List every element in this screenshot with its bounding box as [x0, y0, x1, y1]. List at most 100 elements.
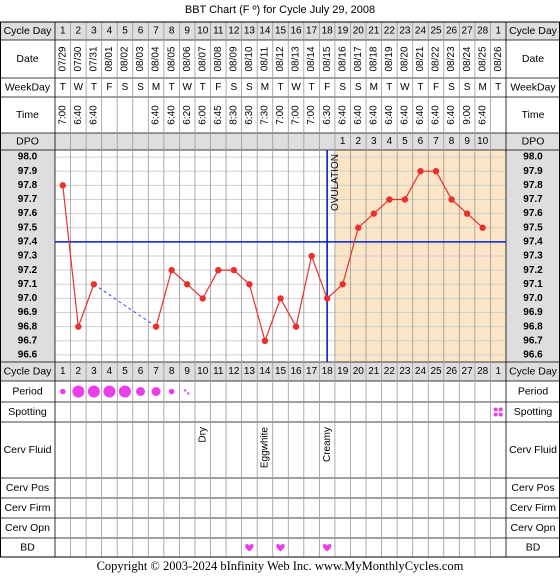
date: 08/06 [182, 46, 193, 71]
y-tick-label: 97.5 [18, 222, 38, 233]
weekday: M [152, 82, 160, 93]
time: 6:45 [213, 105, 224, 125]
y-tick-label: 97.1 [523, 279, 543, 290]
x-tick-label: 23 [399, 366, 411, 377]
date: 08/07 [197, 46, 208, 71]
dpo: 3 [371, 136, 377, 147]
x-tick-label: 6 [138, 26, 144, 37]
time: 6:40 [89, 105, 100, 125]
x-tick-label: 15 [275, 366, 287, 377]
x-tick-label: 13 [244, 366, 256, 377]
time: 6:40 [166, 105, 177, 125]
y-tick-label: 97.8 [523, 180, 543, 191]
row-label: Cerv Fluid [4, 444, 52, 456]
footer: Copyright © 2003-2024 bInfinity Web Inc.… [97, 559, 464, 573]
y-tick-label: 96.6 [523, 350, 543, 361]
x-tick-label: 12 [228, 366, 240, 377]
temp-point [479, 224, 486, 231]
weekday: S [448, 82, 455, 93]
date: 08/17 [353, 46, 364, 71]
date: 08/01 [104, 46, 115, 71]
x-tick-label: 11 [213, 26, 224, 37]
row-label: Cerv Opn [5, 522, 50, 534]
date: 08/22 [431, 46, 442, 71]
x-tick-label: 5 [122, 366, 128, 377]
date: 08/19 [384, 46, 395, 71]
period-dot [72, 385, 85, 398]
date: 08/05 [166, 46, 177, 71]
y-tick-label: 96.7 [523, 335, 543, 346]
row-label: Spotting [514, 406, 553, 418]
y-tick-label: 97.7 [523, 194, 543, 205]
y-tick-label: 96.9 [18, 307, 38, 318]
weekday: S [355, 82, 362, 93]
x-tick-label: 9 [184, 26, 190, 37]
temp-point [370, 210, 378, 217]
x-tick-label: 2 [76, 26, 82, 37]
date: 08/21 [415, 46, 426, 71]
date: 08/15 [322, 46, 333, 71]
temp-point [168, 266, 175, 274]
row-label: Cerv Opn [511, 522, 556, 534]
x-tick-label: 22 [384, 26, 396, 37]
x-tick-label: 19 [337, 366, 349, 377]
weekday: W [182, 82, 192, 93]
x-tick-label: 1 [60, 366, 66, 377]
row-bg [0, 362, 560, 381]
row-label: Cycle Day [509, 365, 558, 377]
spotting-dot [498, 407, 503, 412]
row-label: Cerv Pos [6, 482, 49, 494]
time: 6:40 [151, 105, 162, 125]
period-dot [103, 385, 116, 398]
cerv-fluid: Eggwhite [260, 427, 271, 469]
temp-point [183, 281, 191, 288]
y-tick-label: 97.4 [523, 237, 543, 248]
row-label: BD [526, 541, 541, 553]
y-tick-label: 96.8 [18, 321, 38, 332]
date: 07/31 [89, 46, 100, 71]
y-tick-label: 98.0 [523, 152, 543, 163]
x-tick-label: 15 [275, 26, 287, 37]
row-label: Date [522, 53, 544, 65]
date: 08/09 [228, 46, 239, 71]
x-tick-label: 9 [184, 366, 190, 377]
date: 08/18 [368, 46, 379, 71]
weekday: S [137, 82, 144, 93]
date: 08/23 [446, 46, 457, 71]
cerv-fluid: Creamy [322, 427, 333, 462]
time: 6:40 [384, 105, 395, 125]
x-tick-label: 14 [259, 366, 271, 377]
row-label: Date [16, 53, 38, 65]
weekday: S [231, 82, 238, 93]
row-label: Cerv Fluid [509, 444, 557, 456]
weekday: W [400, 82, 410, 93]
axis-bg [506, 150, 560, 362]
bd-heart [322, 544, 332, 552]
date: 07/29 [57, 46, 68, 71]
row-label: Cerv Pos [511, 482, 554, 494]
dpo: 6 [418, 136, 424, 147]
dpo: 5 [402, 136, 408, 147]
weekday: S [339, 82, 346, 93]
dpo: 1 [340, 136, 346, 147]
temp-point [261, 337, 269, 344]
row-bg [0, 22, 560, 40]
y-tick-label: 97.8 [18, 180, 38, 191]
x-tick-label: 4 [107, 366, 113, 377]
y-tick-label: 97.6 [523, 208, 543, 219]
temp-point [401, 196, 409, 203]
x-tick-label: 2 [76, 366, 82, 377]
x-tick-label: 17 [306, 26, 318, 37]
x-tick-label: 1 [495, 26, 501, 37]
temp-point [417, 168, 424, 175]
y-tick-label: 97.0 [523, 293, 543, 304]
x-tick-label: 5 [122, 26, 128, 37]
temp-point [339, 281, 346, 288]
x-tick-label: 6 [138, 366, 144, 377]
temp-point [230, 266, 238, 274]
row-label: Cycle Day [4, 365, 53, 377]
x-tick-label: 27 [462, 26, 474, 37]
axis-bg [0, 150, 55, 362]
y-tick-label: 97.0 [18, 293, 38, 304]
